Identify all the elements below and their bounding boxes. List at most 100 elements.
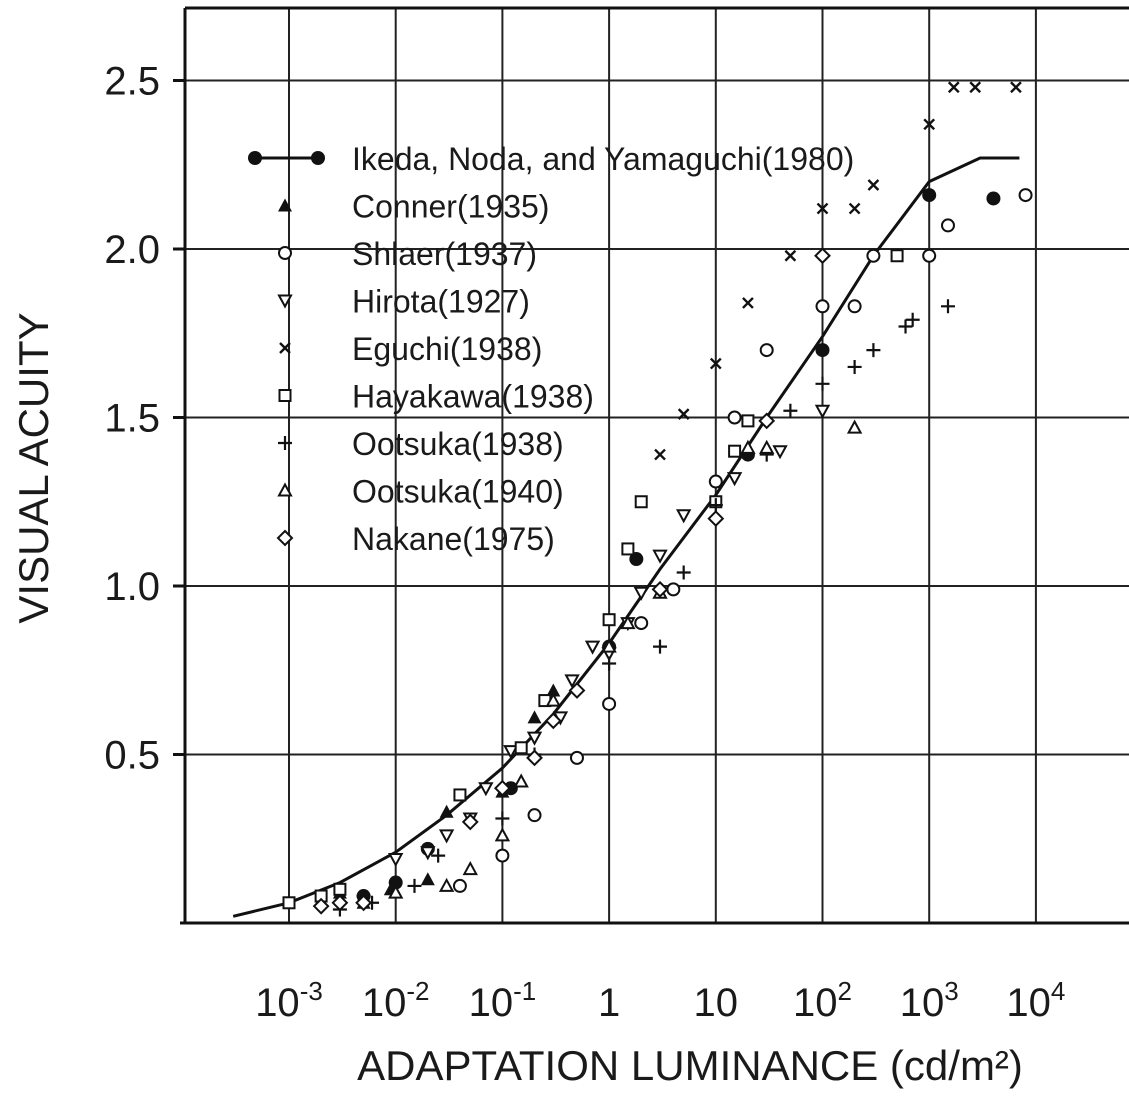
grid — [185, 8, 1129, 923]
point-ootsuka-1938 — [708, 498, 723, 513]
point-nakane-1975 — [526, 749, 543, 767]
legend-marker — [311, 151, 325, 165]
point-hirota-1927 — [420, 846, 436, 861]
point-ootsuka-1938 — [495, 811, 510, 826]
point-eguchi-1938 — [784, 249, 797, 262]
point-ootsuka-1940 — [438, 877, 455, 892]
point-eguchi-1938 — [969, 81, 982, 94]
fit-curve-layer — [232, 156, 1020, 918]
point-shlaer-1937 — [452, 878, 467, 893]
point-eguchi-1938 — [947, 81, 960, 94]
point-eguchi-1938 — [742, 297, 754, 309]
x-tick-label: 10 — [694, 981, 739, 1025]
point-ootsuka-1940 — [513, 773, 529, 788]
point-hayakawa-1938 — [621, 542, 635, 556]
legend-marker — [277, 482, 293, 497]
point-shlaer-1937 — [940, 218, 955, 233]
point-nakane-1975 — [331, 894, 349, 912]
point-hayakawa-1938 — [453, 788, 467, 802]
point-nakane-1975 — [707, 510, 725, 528]
point-ootsuka-1938 — [940, 299, 955, 314]
point-hirota-1927 — [438, 829, 455, 844]
legend: Ikeda, Noda, and Yamaguchi(1980) Conner(1… — [248, 141, 854, 557]
legend-marker — [278, 389, 292, 402]
y-tick-label: 1.5 — [104, 397, 160, 441]
point-hayakawa-1938 — [514, 741, 528, 755]
point-shlaer-1937 — [634, 616, 649, 631]
data-points — [282, 81, 1033, 917]
legend-label: Ootsuka(1938) — [352, 426, 564, 462]
point-ootsuka-1940 — [846, 419, 863, 434]
point-hayakawa-1938 — [741, 414, 755, 428]
point-ootsuka-1940 — [740, 439, 756, 454]
x-tick-label: 103 — [900, 976, 959, 1025]
point-nakane-1975 — [493, 779, 511, 797]
point-ootsuka-1940 — [388, 884, 404, 899]
axes: 10-3 10-2 10-1 1 10 102 103 104 0.5 1.0 1.5 2.0 2.5 — [104, 6, 1129, 1025]
point-conner-1935 — [420, 872, 435, 886]
x-tick-label: 10-3 — [255, 976, 323, 1025]
point-nakane-1975 — [651, 580, 669, 598]
x-tick-label: 10-2 — [362, 976, 430, 1025]
point-conner-1935 — [546, 683, 561, 697]
point-hayakawa-1938 — [890, 249, 904, 263]
point-ootsuka-1938 — [905, 312, 920, 327]
point-shlaer-1937 — [708, 474, 723, 489]
point-hirota-1927 — [564, 674, 580, 689]
legend-label: Hirota(1927) — [352, 284, 530, 320]
fit-curve-ikeda-noda-and-yamaguchi-1980 — [232, 156, 1020, 918]
x-tick-label: 1 — [598, 981, 620, 1025]
point-ikeda-noda-and-yamaguchi-1980 — [629, 552, 644, 567]
legend-label: Ootsuka(1940) — [352, 474, 564, 510]
point-ootsuka-1938 — [815, 376, 830, 391]
legend-label: Conner(1935) — [352, 189, 549, 225]
legend-label: Hayakawa(1938) — [352, 379, 594, 415]
point-ootsuka-1940 — [620, 614, 636, 630]
point-ootsuka-1938 — [602, 656, 617, 671]
point-nakane-1975 — [461, 813, 479, 831]
point-ootsuka-1938 — [431, 848, 446, 863]
point-hirota-1927 — [726, 472, 743, 487]
point-hayakawa-1938 — [602, 613, 616, 627]
point-hirota-1927 — [814, 404, 831, 419]
point-hirota-1927 — [772, 445, 788, 460]
point-eguchi-1938 — [816, 202, 829, 215]
point-nakane-1975 — [758, 412, 776, 430]
x-tick-label: 104 — [1006, 976, 1065, 1025]
point-nakane-1975 — [312, 897, 330, 915]
point-ikeda-noda-and-yamaguchi-1980 — [815, 343, 830, 358]
point-ootsuka-1938 — [783, 403, 798, 418]
legend-marker — [248, 151, 262, 165]
point-nakane-1975 — [544, 712, 562, 730]
point-ootsuka-1940 — [601, 638, 617, 653]
point-ootsuka-1938 — [898, 319, 913, 334]
point-ootsuka-1938 — [653, 639, 668, 654]
y-tick-label: 0.5 — [104, 734, 160, 778]
point-hayakawa-1938 — [333, 882, 347, 896]
y-tick-label: 2.5 — [104, 60, 160, 104]
point-shlaer-1937 — [815, 299, 830, 314]
point-eguchi-1938 — [923, 118, 936, 131]
x-tick-label: 10-1 — [469, 976, 537, 1025]
point-nakane-1975 — [568, 682, 586, 699]
point-eguchi-1938 — [867, 179, 880, 191]
point-ootsuka-1938 — [847, 359, 862, 374]
y-tick-label: 2.0 — [104, 228, 160, 272]
point-ikeda-noda-and-yamaguchi-1980 — [986, 191, 1001, 206]
point-nakane-1975 — [355, 894, 372, 912]
point-ootsuka-1940 — [494, 827, 511, 842]
point-shlaer-1937 — [495, 848, 510, 863]
point-ootsuka-1938 — [407, 878, 422, 893]
point-shlaer-1937 — [866, 248, 881, 263]
point-hirota-1927 — [675, 509, 692, 524]
legend-marker — [279, 342, 291, 354]
point-eguchi-1938 — [654, 448, 666, 461]
point-ootsuka-1940 — [759, 439, 775, 454]
legend-label: Nakane(1975) — [352, 521, 555, 557]
point-shlaer-1937 — [759, 343, 774, 358]
point-hayakawa-1938 — [728, 444, 742, 458]
point-ikeda-noda-and-yamaguchi-1980 — [922, 188, 937, 203]
point-ootsuka-1940 — [545, 692, 561, 707]
point-ootsuka-1938 — [676, 565, 691, 580]
